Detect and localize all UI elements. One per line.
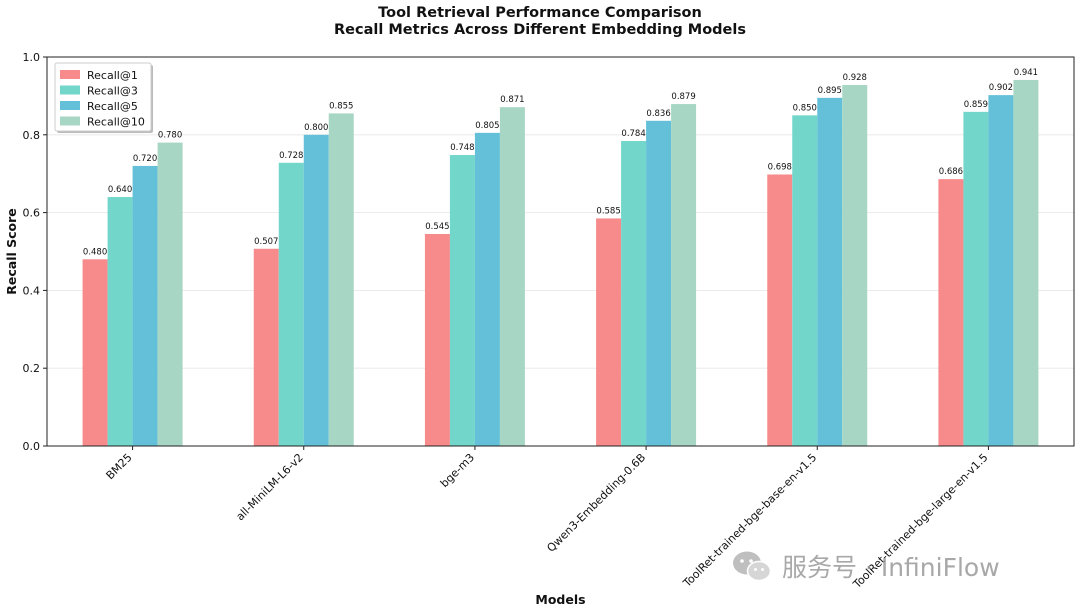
legend-label: Recall@1 xyxy=(87,69,138,82)
bar xyxy=(107,197,133,446)
bar xyxy=(424,233,450,446)
data-label: 0.836 xyxy=(646,109,670,119)
legend-label: Recall@3 xyxy=(87,85,138,98)
data-label: 0.859 xyxy=(964,100,988,110)
bar xyxy=(82,259,108,446)
bar xyxy=(817,97,843,446)
data-label: 0.585 xyxy=(596,206,620,216)
data-label: 0.895 xyxy=(818,86,842,96)
bar xyxy=(449,155,475,446)
legend-swatch xyxy=(60,116,80,126)
bar xyxy=(303,134,329,447)
chart-title: Tool Retrieval Performance Comparison xyxy=(378,5,702,21)
bar xyxy=(842,85,868,447)
legend-swatch xyxy=(60,70,80,79)
bar xyxy=(328,113,354,446)
bar xyxy=(1013,79,1039,447)
data-label: 0.720 xyxy=(133,154,157,164)
bar xyxy=(646,120,672,447)
data-label: 0.784 xyxy=(621,129,645,139)
bar xyxy=(278,162,304,447)
x-axis-label: Models xyxy=(535,592,585,607)
data-label: 0.871 xyxy=(500,95,524,105)
y-tick-label: 1.0 xyxy=(23,51,41,64)
data-label: 0.850 xyxy=(793,103,817,113)
watermark: 服务号 · InfiniFlow xyxy=(730,548,1000,584)
legend-box xyxy=(54,62,152,132)
wechat-logo-icon xyxy=(733,551,772,582)
bar xyxy=(963,111,989,446)
plot-frame xyxy=(46,56,1075,447)
data-label: 0.780 xyxy=(158,131,182,141)
bar xyxy=(792,115,818,446)
data-label: 0.805 xyxy=(475,121,499,131)
data-label: 0.698 xyxy=(768,162,792,172)
data-label: 0.748 xyxy=(450,143,474,153)
data-label: 0.928 xyxy=(843,73,867,83)
data-label: 0.879 xyxy=(671,92,695,102)
bar xyxy=(596,218,622,446)
bar xyxy=(988,95,1014,446)
bar xyxy=(157,142,183,446)
y-tick-label: 0.6 xyxy=(23,207,41,220)
legend-swatch xyxy=(60,85,80,95)
y-tick-label: 0.2 xyxy=(23,362,41,375)
chart-subtitle: Recall Metrics Across Different Embeddin… xyxy=(334,22,746,38)
data-label: 0.640 xyxy=(108,185,132,195)
y-tick-label: 0.8 xyxy=(23,129,41,142)
x-tick-label: all-MiniLM-L6-v2 xyxy=(234,451,306,523)
data-label: 0.545 xyxy=(425,222,449,232)
bar xyxy=(621,141,647,447)
bar xyxy=(132,165,158,447)
y-tick-label: 0.0 xyxy=(23,440,41,453)
x-tick-label: bge-m3 xyxy=(438,451,477,490)
data-label: 0.855 xyxy=(329,101,353,111)
x-tick-label: BM25 xyxy=(104,451,135,482)
bar xyxy=(253,248,279,446)
watermark-text: 服务号 · InfiniFlow xyxy=(782,553,1000,582)
data-label: 0.480 xyxy=(83,247,107,257)
legend-swatch xyxy=(60,101,80,110)
y-axis-label: Recall Score xyxy=(4,208,19,295)
data-label: 0.507 xyxy=(254,237,278,247)
legend-label: Recall@10 xyxy=(87,116,145,129)
x-tick-label: Qwen3-Embedding-0.6B xyxy=(544,451,648,555)
bar xyxy=(671,104,697,446)
data-label: 0.686 xyxy=(939,167,963,177)
bar xyxy=(474,132,500,447)
bar xyxy=(767,174,793,446)
legend-label: Recall@5 xyxy=(87,100,138,113)
y-tick-label: 0.4 xyxy=(23,284,41,297)
data-label: 0.800 xyxy=(304,123,328,133)
bar xyxy=(499,107,525,446)
data-label: 0.941 xyxy=(1014,68,1038,78)
bar xyxy=(938,179,964,446)
data-label: 0.902 xyxy=(989,83,1013,93)
data-label: 0.728 xyxy=(279,151,303,161)
